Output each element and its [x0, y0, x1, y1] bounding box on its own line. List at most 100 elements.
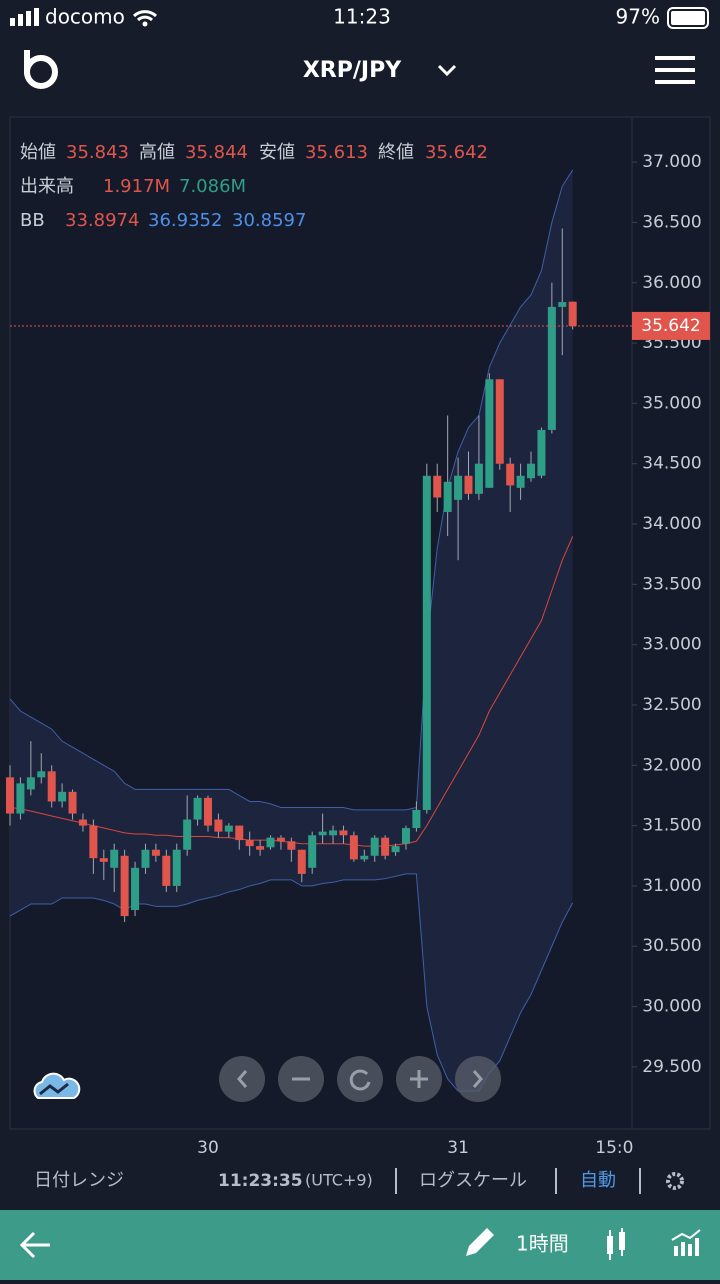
dropdown-icon[interactable]: [437, 64, 457, 77]
wifi-icon: [132, 10, 158, 22]
wifi-dot: [142, 21, 148, 27]
candle-body: [329, 830, 338, 836]
candle-body: [47, 771, 56, 802]
clock: 11:23: [333, 5, 391, 29]
y-tick-label: 30.000: [642, 997, 701, 1017]
candle-body: [391, 846, 400, 853]
battery-text: 97%: [616, 5, 660, 29]
candle-body: [151, 849, 160, 856]
candle-body: [99, 858, 108, 862]
logo-stem: [24, 50, 30, 74]
candle-body: [89, 825, 98, 859]
y-tick-label: 30.500: [642, 936, 701, 956]
bottom-bar: [0, 1210, 720, 1280]
date-range[interactable]: 日付レンジ: [34, 1170, 124, 1191]
menu-icon[interactable]: [655, 56, 695, 84]
candle-body: [297, 849, 306, 874]
y-tick-label: 29.500: [642, 1057, 701, 1077]
band-fill: [10, 169, 573, 1092]
candle-body: [193, 797, 202, 820]
info-value: 7.086M: [179, 176, 246, 197]
last-price-tag: [632, 311, 710, 340]
candle-body: [308, 835, 317, 868]
candle-type[interactable]: [607, 1228, 625, 1260]
candle-body: [339, 830, 348, 836]
y-tick-label: 36.500: [642, 212, 701, 232]
y-tick-label: 32.000: [642, 755, 701, 775]
battery: [667, 7, 709, 29]
battery-level: [671, 11, 705, 25]
cloud-line: [39, 1082, 69, 1096]
candle-body: [26, 777, 35, 790]
candle-body: [58, 791, 67, 802]
ohlc-info: 始値 35.843 高値 35.844 安値 35.613 終値 35.642 …: [20, 142, 488, 231]
candle-body: [224, 825, 233, 832]
candle-body: [547, 306, 556, 430]
y-tick-label: 33.000: [642, 635, 701, 655]
carrier: docomo: [45, 5, 125, 29]
x-tick-label: 30: [197, 1138, 219, 1158]
candle-body: [433, 475, 442, 498]
info-label: 終値: [378, 142, 414, 163]
candle-body: [474, 463, 483, 494]
info-value: 33.8974: [65, 210, 139, 231]
candle-body: [495, 379, 504, 464]
y-tick-label: 31.500: [642, 816, 701, 836]
scroll-right[interactable]: [455, 1056, 501, 1102]
info-value: 36.9352: [148, 210, 222, 231]
timezone: (UTC+9): [305, 1171, 373, 1190]
info-value: 35.642: [425, 142, 488, 163]
candle-body: [183, 819, 192, 850]
scroll-left[interactable]: [219, 1056, 265, 1102]
candle-body: [68, 791, 77, 814]
candle-body: [485, 379, 494, 488]
y-tick-label: 35.000: [642, 393, 701, 413]
settings-icon[interactable]: [666, 1172, 684, 1190]
y-tick-label: 34.500: [642, 454, 701, 474]
y-tick-label: 33.500: [642, 574, 701, 594]
candle-body: [422, 475, 431, 810]
info-value: 1.917M: [103, 176, 170, 197]
log-scale[interactable]: ログスケール: [419, 1170, 527, 1191]
candle-body: [131, 867, 140, 911]
chart-panel: [9, 116, 711, 1130]
candle-body: [443, 481, 452, 512]
y-tick-label: 36.000: [642, 273, 701, 293]
candle-body: [266, 837, 275, 848]
info-label: BB: [20, 210, 45, 231]
last-price-label: 35.642: [641, 316, 700, 336]
interval[interactable]: 1時間: [516, 1232, 569, 1256]
auto-scale[interactable]: 自動: [580, 1170, 616, 1191]
candle-body: [558, 302, 567, 307]
back-button[interactable]: [19, 1231, 50, 1259]
candle-body: [162, 855, 171, 886]
cloud-icon[interactable]: [33, 1072, 81, 1099]
info-value: 35.844: [185, 142, 248, 163]
draw-tool[interactable]: [466, 1228, 494, 1256]
pair-title[interactable]: XRP/JPY: [303, 58, 402, 83]
info-label: 始値: [20, 142, 56, 163]
candle-body: [568, 301, 577, 326]
candle-body: [516, 475, 525, 488]
candle-body: [506, 463, 515, 486]
x-tick-label: 15:0: [595, 1138, 633, 1158]
candle-body: [256, 846, 265, 850]
candle-body: [318, 831, 327, 836]
y-tick-label: 34.000: [642, 514, 701, 534]
candle-body: [16, 783, 25, 814]
candle-body: [401, 828, 410, 844]
reset[interactable]: [337, 1056, 383, 1102]
x-tick-label: 31: [447, 1138, 469, 1158]
indicators[interactable]: [671, 1229, 701, 1256]
candle-body: [464, 475, 473, 494]
candle-body: [370, 837, 379, 856]
candle-body: [6, 777, 15, 814]
candle-body: [141, 849, 150, 868]
info-label: 安値: [259, 142, 295, 163]
candle-body: [454, 475, 463, 500]
info-value: 35.613: [305, 142, 368, 163]
candle-body: [245, 840, 254, 847]
candle-body: [349, 835, 358, 860]
zoom-icons: [237, 1069, 483, 1091]
